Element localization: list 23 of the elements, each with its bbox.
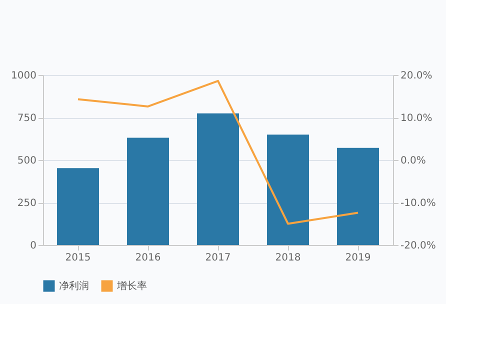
y-tick-label: 0 <box>30 240 36 252</box>
legend-label: 净利润 <box>59 280 89 292</box>
y-tick-label: 250 <box>17 198 36 209</box>
x-tick-label: 2015 <box>65 252 91 264</box>
bar <box>267 134 309 245</box>
y2-tick-label: 0.0% <box>400 156 426 166</box>
y2-tick-label: 10.0% <box>400 113 432 124</box>
y-tick-label: 1000 <box>11 70 36 82</box>
bar <box>337 148 379 245</box>
y-tick-label: 500 <box>17 156 36 166</box>
bar <box>57 168 99 245</box>
bar <box>197 113 239 245</box>
y2-tick-label: -20.0% <box>400 240 436 252</box>
x-tick-label: 2017 <box>205 252 231 264</box>
y2-tick-label: 20.0% <box>400 70 432 82</box>
line-series <box>77 80 359 225</box>
x-tick-label: 2019 <box>345 252 371 264</box>
x-tick-label: 2018 <box>275 252 301 264</box>
legend-label: 增长率 <box>116 280 147 292</box>
y-tick-label: 750 <box>17 113 36 124</box>
bar <box>127 138 169 245</box>
x-tick-label: 2016 <box>135 252 161 264</box>
y2-tick-label: -10.0% <box>400 198 436 209</box>
